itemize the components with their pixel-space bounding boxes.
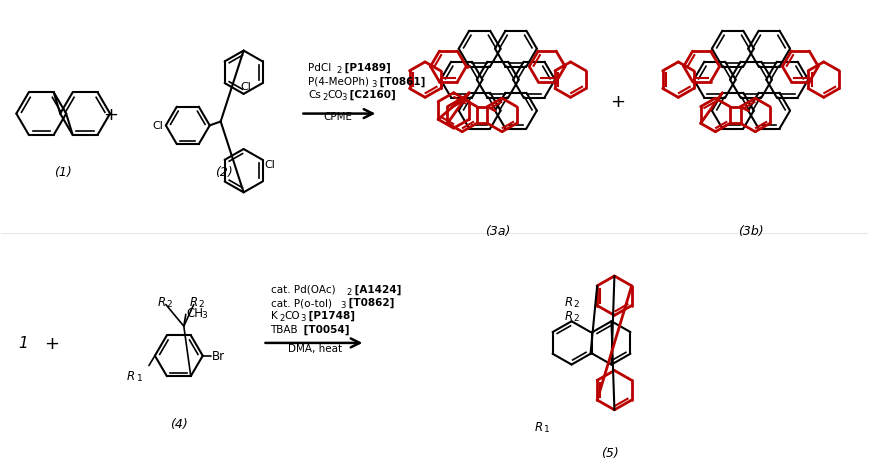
Text: P(4-MeOPh): P(4-MeOPh)	[308, 76, 369, 87]
Text: [T0862]: [T0862]	[345, 297, 395, 307]
Text: Cl: Cl	[241, 82, 251, 92]
Text: (2): (2)	[215, 165, 233, 178]
Text: 2: 2	[336, 66, 342, 75]
Text: Br: Br	[212, 350, 225, 363]
Text: [A1424]: [A1424]	[351, 284, 401, 294]
Text: [C2160]: [C2160]	[346, 89, 396, 100]
Text: R: R	[565, 309, 573, 322]
Text: [P1489]: [P1489]	[342, 63, 391, 73]
Text: +: +	[610, 93, 625, 111]
Text: R: R	[565, 295, 573, 308]
Text: 1: 1	[137, 373, 143, 382]
Text: CPME: CPME	[323, 111, 352, 121]
Text: R: R	[189, 295, 198, 308]
Text: R: R	[158, 295, 166, 308]
Text: [T0861]: [T0861]	[376, 76, 426, 87]
Text: Cl: Cl	[152, 121, 163, 131]
Text: 2: 2	[167, 300, 172, 308]
Text: (3a): (3a)	[485, 225, 510, 238]
Text: +: +	[103, 106, 118, 123]
Text: 3: 3	[371, 79, 376, 88]
Text: 2: 2	[280, 313, 285, 323]
Text: Cl: Cl	[264, 159, 275, 169]
Text: [P1748]: [P1748]	[305, 311, 355, 321]
Text: [T0054]: [T0054]	[301, 324, 350, 334]
Text: CO: CO	[328, 90, 343, 100]
Text: 3: 3	[342, 93, 347, 102]
Text: (4): (4)	[170, 417, 188, 430]
Text: CO: CO	[284, 311, 300, 321]
Text: 2: 2	[322, 93, 328, 102]
Text: 3: 3	[202, 310, 208, 319]
Text: 2: 2	[199, 300, 204, 308]
Text: cat. P(o-tol): cat. P(o-tol)	[270, 297, 332, 307]
Text: DMA, heat: DMA, heat	[289, 344, 342, 354]
Text: 1: 1	[544, 424, 549, 433]
Text: Cs: Cs	[308, 90, 322, 100]
Text: cat. Pd(OAc): cat. Pd(OAc)	[270, 284, 335, 294]
Text: 1: 1	[18, 336, 28, 350]
Text: (3b): (3b)	[738, 225, 764, 238]
Text: R: R	[127, 369, 135, 382]
Text: (1): (1)	[55, 165, 72, 178]
Text: 3: 3	[301, 313, 306, 323]
Text: 2: 2	[574, 313, 579, 322]
Text: CH: CH	[187, 306, 204, 319]
Text: (5): (5)	[600, 446, 619, 459]
Text: 2: 2	[574, 300, 579, 308]
Text: R: R	[534, 420, 543, 433]
Text: TBAB: TBAB	[270, 324, 298, 334]
Text: +: +	[43, 334, 59, 352]
Text: K: K	[270, 311, 277, 321]
Text: 3: 3	[341, 300, 346, 309]
Text: 2: 2	[346, 287, 352, 296]
Text: PdCl: PdCl	[308, 63, 332, 73]
